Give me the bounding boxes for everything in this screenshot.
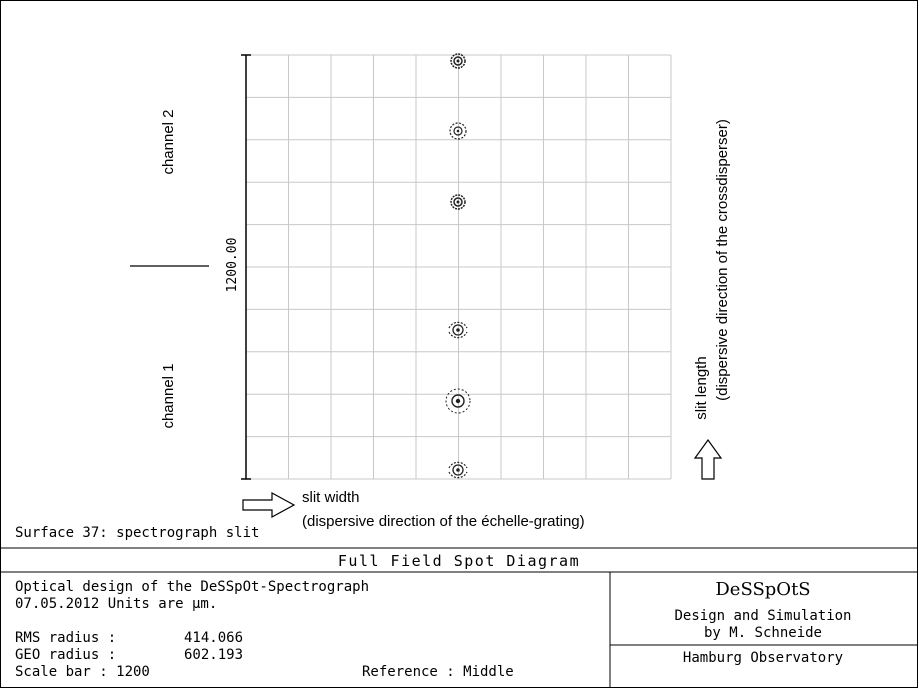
slit-width-label: slit width	[302, 489, 360, 506]
channel-1-label: channel 1	[160, 363, 177, 428]
slit-length-sublabel: (dispersive direction of the crossdisper…	[714, 119, 731, 401]
design-sim-line-1: Design and Simulation	[674, 608, 851, 624]
spot-2	[449, 122, 467, 140]
spot-group	[445, 53, 471, 479]
spot-3	[450, 194, 466, 210]
slit-length-arrow-icon	[693, 438, 723, 480]
scale-bar	[241, 54, 251, 480]
geo-label: GEO radius :	[15, 647, 116, 663]
spot-4	[448, 321, 468, 339]
date-units-line: 07.05.2012 Units are µm.	[15, 596, 217, 612]
reference-line: Reference : Middle	[362, 664, 514, 680]
scale-bar-label: 1200.00	[225, 238, 240, 293]
spot-5	[445, 388, 471, 414]
slit-width-sublabel: (dispersive direction of the échelle-gra…	[302, 513, 585, 530]
channel-2-label: channel 2	[160, 109, 177, 174]
rms-value: 414.066	[184, 630, 243, 646]
geo-value: 602.193	[184, 647, 243, 663]
slit-length-label: slit length	[693, 356, 710, 419]
observatory-line: Hamburg Observatory	[683, 650, 843, 666]
title-block	[1, 547, 917, 688]
spot-6	[448, 461, 468, 479]
surface-label: Surface 37: spectrograph slit	[15, 525, 259, 541]
design-sim-line-2: by M. Schneide	[704, 625, 822, 641]
scale-bar-line: Scale bar : 1200	[15, 664, 150, 680]
spot-1	[450, 53, 466, 69]
design-line: Optical design of the DeSSpOt-Spectrogra…	[15, 579, 369, 595]
logo-text: DeSSpOtS	[715, 579, 810, 600]
slit-width-arrow-icon	[242, 491, 296, 519]
rms-label: RMS radius :	[15, 630, 116, 646]
plot-title: Full Field Spot Diagram	[338, 552, 580, 570]
spot-grid	[245, 54, 672, 480]
